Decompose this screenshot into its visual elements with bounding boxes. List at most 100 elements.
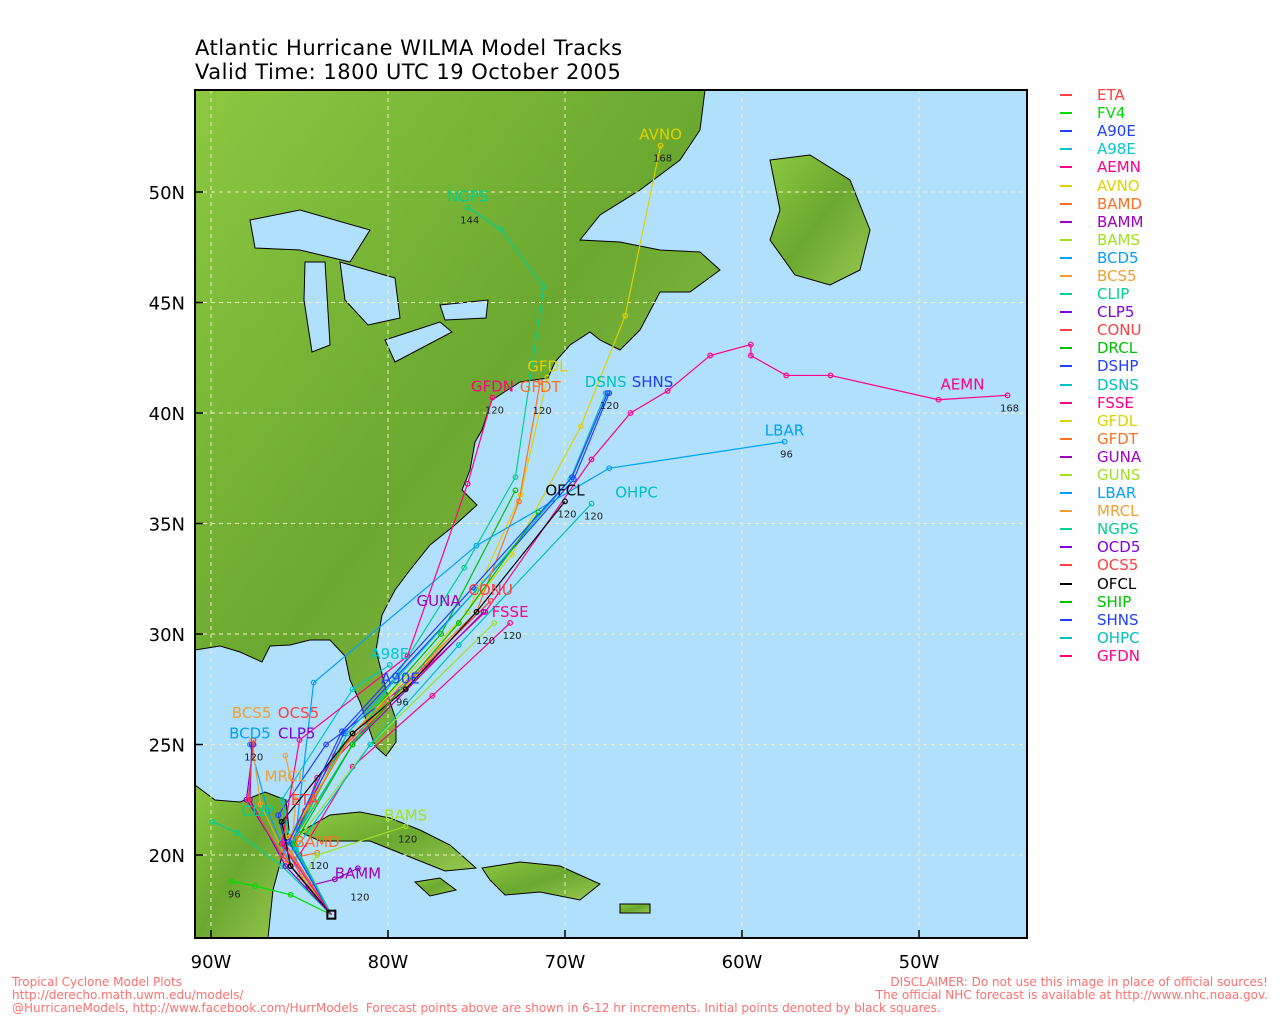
forecast-point [402, 686, 409, 693]
track-label: BCD5 [229, 725, 271, 743]
puerto-rico [619, 903, 651, 914]
legend-swatch [1060, 112, 1072, 115]
forecast-point [473, 542, 480, 549]
legend-swatch [1060, 383, 1072, 386]
legend-label: BCS5 [1097, 266, 1137, 285]
legend-label: GFDL [1097, 411, 1138, 430]
legend-swatch [1060, 148, 1072, 151]
forecast-point [438, 631, 445, 637]
track-line [232, 880, 332, 916]
legend-swatch [1060, 184, 1072, 187]
track-label: AEMN [941, 375, 985, 393]
forecast-point [707, 352, 714, 359]
forecast-point [287, 891, 294, 898]
lat-tick-label: 50N [149, 183, 185, 204]
forecast-point [209, 818, 216, 825]
legend-swatch [1060, 510, 1072, 513]
legend-label: OFCL [1097, 574, 1137, 593]
legend-label: GFDN [1097, 646, 1141, 665]
track-label: NGPS [447, 187, 488, 205]
forecast-hour-label: 120 [533, 406, 552, 417]
legend-label: A90E [1097, 122, 1136, 141]
legend-swatch [1060, 329, 1072, 332]
legend-swatch [1060, 600, 1072, 603]
forecast-point [296, 737, 303, 743]
track-line [295, 503, 592, 915]
track-label: DSNS [585, 373, 627, 391]
legend-swatch [1060, 582, 1072, 585]
forecast-point [245, 796, 252, 803]
forecast-point [540, 284, 547, 290]
legend-swatch [1060, 130, 1072, 133]
forecast-point [512, 474, 519, 480]
forecast-point [229, 878, 236, 885]
legend-label: OHPC [1097, 628, 1140, 647]
legend-item-ohpc: OHPC [1060, 629, 1143, 647]
forecast-point [464, 204, 471, 211]
forecast-hour-label: 120 [398, 834, 417, 845]
grid-lines [195, 90, 1027, 938]
track-label: GFDL [527, 358, 568, 376]
legend-swatch [1060, 528, 1072, 531]
track-label: BCS5 [232, 704, 272, 722]
legend-item-ocs5: OCS5 [1060, 556, 1143, 574]
legend-label: BCD5 [1097, 248, 1139, 267]
forecast-point [622, 312, 629, 319]
lat-tick-label: 45N [149, 294, 185, 315]
legend-swatch [1060, 202, 1072, 205]
legend-item-drcl: DRCL [1060, 339, 1143, 357]
legend-label: BAMD [1097, 194, 1143, 213]
legend-swatch [1060, 401, 1072, 404]
forecast-point [349, 730, 356, 737]
legend-swatch [1060, 546, 1072, 549]
forecast-point [487, 597, 494, 604]
legend-swatch [1060, 274, 1072, 277]
track-labels: ETA 96 A90E 96 A98E AEMN 168 AVNO 168 BAMD 120 BAMM… [228, 126, 1019, 904]
forecast-point [310, 679, 317, 686]
forecast-point [404, 653, 411, 659]
forecast-point [464, 480, 471, 487]
forecast-point [349, 741, 356, 748]
forecast-point [429, 692, 436, 699]
forecast-hour-label: 120 [503, 631, 522, 642]
track-label: MRCL [265, 768, 307, 786]
track-label: FSSE [492, 603, 529, 621]
legend-label: OCD5 [1097, 538, 1141, 557]
map-frame [194, 89, 1028, 939]
forecast-point [657, 142, 664, 149]
forecast-point [935, 396, 942, 403]
legend-label: OCS5 [1097, 556, 1139, 575]
footer-url[interactable]: http://derecho.math.uwm.edu/models/ [12, 988, 244, 1002]
forecast-point [569, 474, 575, 480]
track-label: A98E [370, 645, 409, 663]
forecast-point [498, 226, 505, 233]
track-label: CLP5 [278, 725, 315, 743]
legend-item-shns: SHNS [1060, 611, 1143, 629]
legend-item-bams: BAMS [1060, 231, 1143, 249]
legend-swatch [1060, 293, 1072, 296]
legend-item-eta: ETA [1060, 86, 1143, 104]
forecast-point [293, 796, 299, 803]
legend-item-bamm: BAMM [1060, 213, 1143, 231]
forecast-point [604, 390, 611, 397]
legend-swatch [1060, 437, 1072, 440]
track-gfdn [278, 394, 496, 916]
forecast-hour-label: 120 [485, 406, 504, 417]
forecast-point [278, 841, 285, 847]
forecast-point [781, 438, 788, 445]
legend-swatch [1060, 256, 1072, 259]
great-lakes [249, 209, 489, 363]
forecast-point [386, 662, 393, 668]
forecast-point [349, 686, 356, 693]
track-label: LBAR [765, 422, 804, 440]
legend-item-dshp: DSHP [1060, 357, 1143, 375]
legend-swatch [1060, 311, 1072, 314]
lon-tick-label: 70W [545, 952, 586, 973]
legend-label: ETA [1097, 86, 1125, 105]
forecast-point [264, 807, 271, 814]
legend-item-ngps: NGPS [1060, 520, 1143, 538]
forecast-point [278, 796, 285, 803]
yucatan [195, 784, 290, 938]
forecast-hour-label: 120 [310, 861, 329, 872]
